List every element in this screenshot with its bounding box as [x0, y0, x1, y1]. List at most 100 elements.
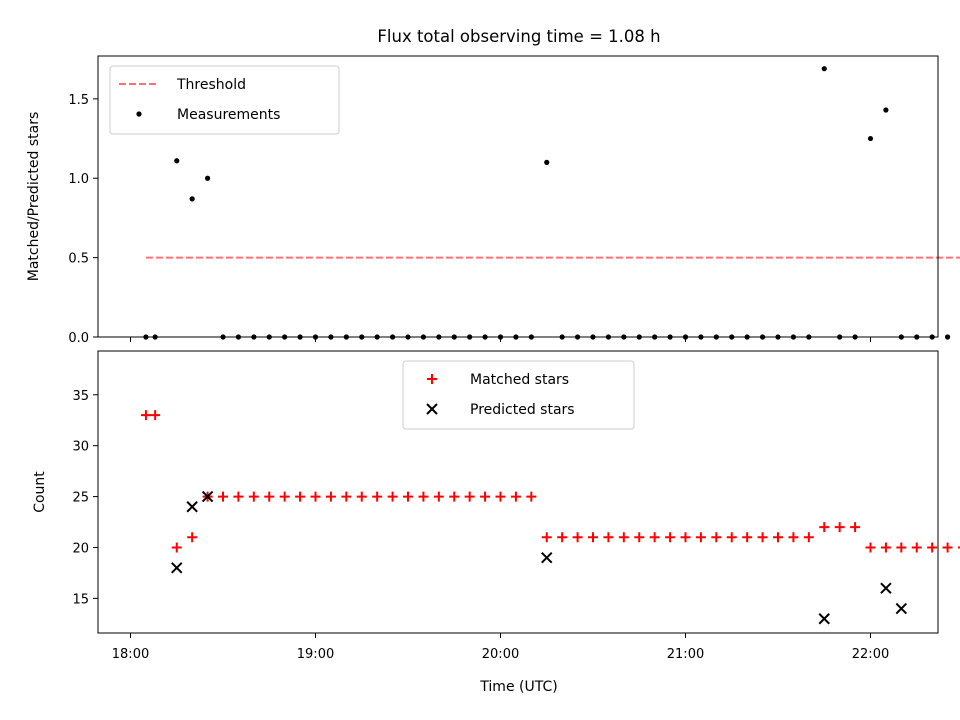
data-point	[218, 491, 228, 502]
x-tick-label: 22:00	[852, 647, 889, 662]
axes-frame	[97, 350, 939, 634]
data-point	[649, 532, 660, 543]
x-tick-label: 19:00	[297, 647, 334, 662]
data-point	[711, 532, 722, 543]
data-point	[834, 522, 845, 533]
data-point	[818, 613, 830, 625]
data-point	[325, 491, 336, 502]
data-point	[171, 562, 183, 574]
x-tick-label: 20:00	[482, 647, 519, 662]
data-point	[541, 532, 552, 543]
data-point	[372, 491, 383, 502]
data-point	[544, 159, 550, 165]
y-axis-label: Count	[32, 471, 48, 513]
legend-swatch-matched-stars	[427, 374, 437, 384]
x-tick-label: 18:00	[112, 647, 149, 662]
data-point	[449, 491, 460, 502]
data-point	[403, 491, 413, 502]
data-point	[418, 491, 429, 502]
data-point	[279, 491, 290, 502]
legend: Matched stars Predicted stars	[402, 360, 635, 430]
legend-swatch-measurements	[136, 111, 142, 117]
data-point	[295, 491, 306, 502]
y-tick-label: 25	[72, 491, 89, 506]
y-tick-label: 1.0	[68, 172, 89, 187]
series-predicted-stars	[171, 490, 908, 625]
data-point	[140, 410, 151, 421]
data-point	[171, 542, 182, 553]
y-tick-label: 20	[72, 541, 89, 556]
data-point	[557, 532, 568, 543]
data-point	[665, 532, 676, 543]
data-point	[895, 602, 908, 615]
data-point	[773, 532, 783, 543]
data-point	[588, 532, 598, 543]
chart-title: Flux total observing time = 1.08 h	[377, 27, 660, 46]
data-point	[186, 501, 198, 513]
data-point	[880, 582, 892, 594]
bottom-panel: 152025303518:0019:0020:0021:0022:0023:00…	[32, 350, 960, 662]
legend-label: Measurements	[177, 107, 280, 123]
data-point	[174, 158, 180, 164]
data-point	[865, 542, 876, 553]
data-point	[150, 410, 161, 421]
legend: Threshold Measurements	[109, 65, 340, 135]
data-point	[695, 532, 706, 543]
data-point	[742, 532, 753, 543]
data-point	[867, 135, 874, 142]
data-point	[510, 491, 521, 502]
data-point	[189, 196, 195, 202]
data-point	[526, 491, 537, 502]
series-matched-stars	[140, 410, 960, 553]
y-tick-label: 0.5	[68, 252, 89, 267]
legend-frame	[109, 65, 340, 135]
data-point	[187, 532, 198, 543]
data-point	[911, 542, 922, 553]
data-point	[433, 491, 444, 502]
data-point	[788, 532, 799, 543]
legend-label: Threshold	[176, 77, 246, 93]
data-point	[310, 491, 321, 502]
data-point	[603, 532, 614, 543]
axes-frame	[97, 55, 939, 338]
data-point	[927, 542, 938, 553]
y-tick-label: 30	[72, 440, 89, 455]
x-tick-label: 21:00	[667, 647, 704, 662]
data-point	[819, 522, 830, 533]
legend-label: Matched stars	[470, 372, 569, 388]
top-panel: 0.0 0.5 1.0 1.5 Matched/Predicted stars Thres…	[26, 55, 960, 346]
data-point	[850, 522, 861, 533]
data-point	[233, 491, 244, 502]
data-point	[480, 491, 491, 502]
data-point	[356, 491, 367, 502]
data-point	[495, 491, 506, 502]
data-point	[896, 542, 907, 553]
data-point	[341, 491, 352, 502]
data-point	[680, 532, 691, 543]
data-point	[618, 532, 629, 543]
data-point	[464, 491, 475, 502]
data-point	[726, 532, 737, 543]
x-axis-label: Time (UTC)	[479, 679, 557, 695]
data-point	[204, 175, 211, 181]
data-point	[541, 551, 553, 564]
y-axis-label: Matched/Predicted stars	[26, 112, 42, 282]
data-point	[634, 532, 645, 543]
data-point	[201, 490, 214, 503]
data-point	[942, 542, 953, 553]
data-point	[248, 491, 259, 502]
data-point	[821, 66, 827, 72]
data-point	[264, 491, 275, 502]
data-point	[883, 107, 889, 113]
data-point	[757, 532, 768, 543]
y-tick-label: 35	[72, 389, 89, 404]
y-tick-label: 1.5	[68, 93, 89, 108]
data-point	[803, 532, 814, 543]
legend-label: Predicted stars	[470, 402, 575, 418]
data-point	[387, 491, 398, 502]
data-point	[572, 532, 583, 543]
y-tick-label: 15	[72, 592, 89, 607]
y-tick-label: 0.0	[68, 331, 89, 346]
data-point	[880, 542, 891, 553]
